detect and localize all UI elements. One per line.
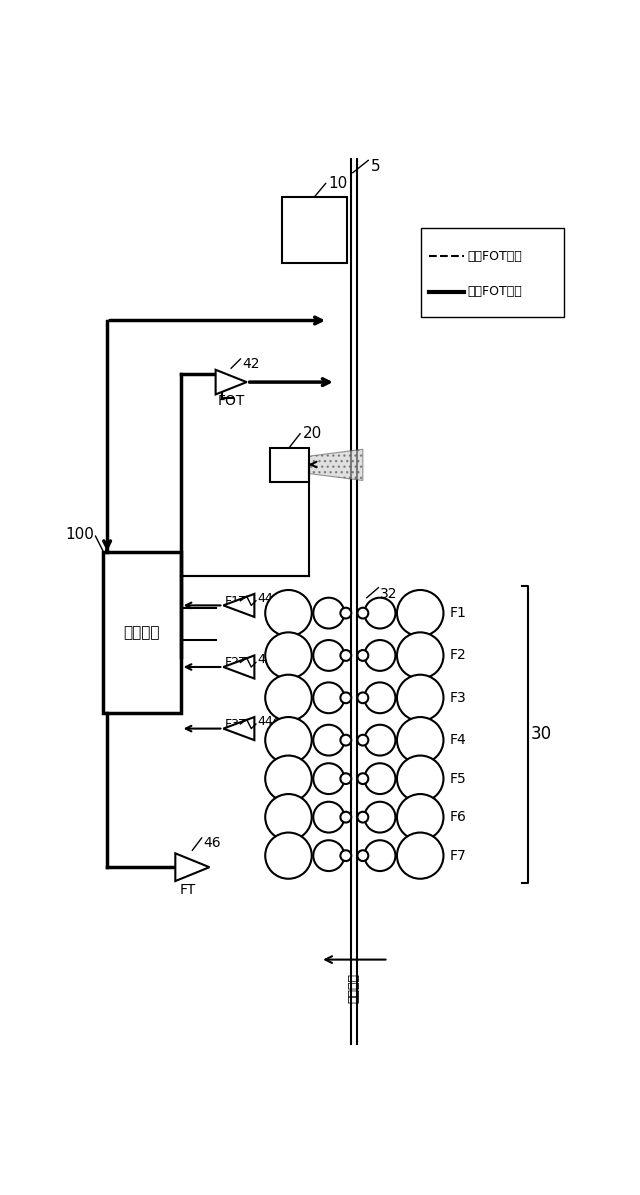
- Bar: [270, 448, 308, 483]
- Circle shape: [313, 764, 344, 793]
- Circle shape: [364, 802, 396, 833]
- Circle shape: [364, 641, 396, 670]
- Circle shape: [340, 735, 351, 746]
- Circle shape: [364, 724, 396, 755]
- Text: 44b: 44b: [257, 654, 281, 666]
- Circle shape: [313, 840, 344, 871]
- Polygon shape: [223, 594, 254, 617]
- Circle shape: [313, 682, 344, 713]
- Circle shape: [340, 851, 351, 862]
- Circle shape: [358, 773, 368, 784]
- Text: FOT: FOT: [217, 393, 244, 407]
- Circle shape: [397, 755, 444, 802]
- Circle shape: [340, 811, 351, 822]
- Text: F3T: F3T: [225, 718, 248, 731]
- Circle shape: [364, 764, 396, 793]
- Circle shape: [397, 590, 444, 636]
- Text: F4: F4: [450, 734, 467, 747]
- Circle shape: [397, 632, 444, 679]
- Text: 5: 5: [371, 159, 380, 173]
- Circle shape: [313, 598, 344, 629]
- Text: F2: F2: [450, 649, 467, 662]
- Text: F2T: F2T: [225, 656, 248, 669]
- Circle shape: [358, 735, 368, 746]
- Circle shape: [265, 632, 312, 679]
- Text: 上限FOT補正: 上限FOT補正: [467, 250, 522, 263]
- Text: F5: F5: [450, 772, 467, 785]
- Polygon shape: [308, 449, 363, 480]
- Circle shape: [265, 793, 312, 840]
- Bar: [103, 552, 180, 713]
- Circle shape: [340, 773, 351, 784]
- Text: 30: 30: [531, 725, 552, 743]
- Text: 32: 32: [380, 587, 397, 601]
- Text: F3: F3: [450, 691, 467, 705]
- Bar: [282, 197, 348, 263]
- Text: 制御装置: 制御装置: [124, 625, 160, 639]
- Circle shape: [265, 755, 312, 802]
- Circle shape: [340, 692, 351, 703]
- Circle shape: [358, 851, 368, 862]
- Circle shape: [364, 598, 396, 629]
- Circle shape: [397, 675, 444, 721]
- Text: 44a: 44a: [257, 592, 281, 605]
- Bar: [421, 228, 564, 317]
- Circle shape: [265, 833, 312, 878]
- Circle shape: [265, 675, 312, 721]
- Text: F1: F1: [450, 606, 467, 620]
- Text: 42: 42: [242, 357, 259, 372]
- Circle shape: [358, 608, 368, 619]
- Polygon shape: [223, 717, 254, 740]
- Text: 10: 10: [328, 176, 348, 191]
- Text: 100: 100: [65, 527, 94, 543]
- Text: 20: 20: [303, 427, 322, 441]
- Circle shape: [364, 682, 396, 713]
- Text: 搬送方向: 搬送方向: [348, 974, 361, 1004]
- Circle shape: [397, 717, 444, 764]
- Circle shape: [358, 692, 368, 703]
- Text: 46: 46: [204, 836, 221, 851]
- Text: F1T: F1T: [225, 595, 248, 607]
- Polygon shape: [175, 853, 209, 881]
- Text: 目標FOT補正: 目標FOT補正: [467, 286, 522, 299]
- Polygon shape: [216, 369, 246, 394]
- Circle shape: [265, 590, 312, 636]
- Text: FT: FT: [180, 883, 196, 897]
- Circle shape: [313, 641, 344, 670]
- Text: F7: F7: [450, 848, 467, 863]
- Circle shape: [397, 793, 444, 840]
- Circle shape: [358, 811, 368, 822]
- Circle shape: [265, 717, 312, 764]
- Polygon shape: [223, 655, 254, 679]
- Text: 44c: 44c: [257, 715, 280, 728]
- Circle shape: [313, 802, 344, 833]
- Circle shape: [397, 833, 444, 878]
- Circle shape: [313, 724, 344, 755]
- Text: F6: F6: [450, 810, 467, 825]
- Circle shape: [340, 608, 351, 619]
- Circle shape: [358, 650, 368, 661]
- Circle shape: [340, 650, 351, 661]
- Circle shape: [364, 840, 396, 871]
